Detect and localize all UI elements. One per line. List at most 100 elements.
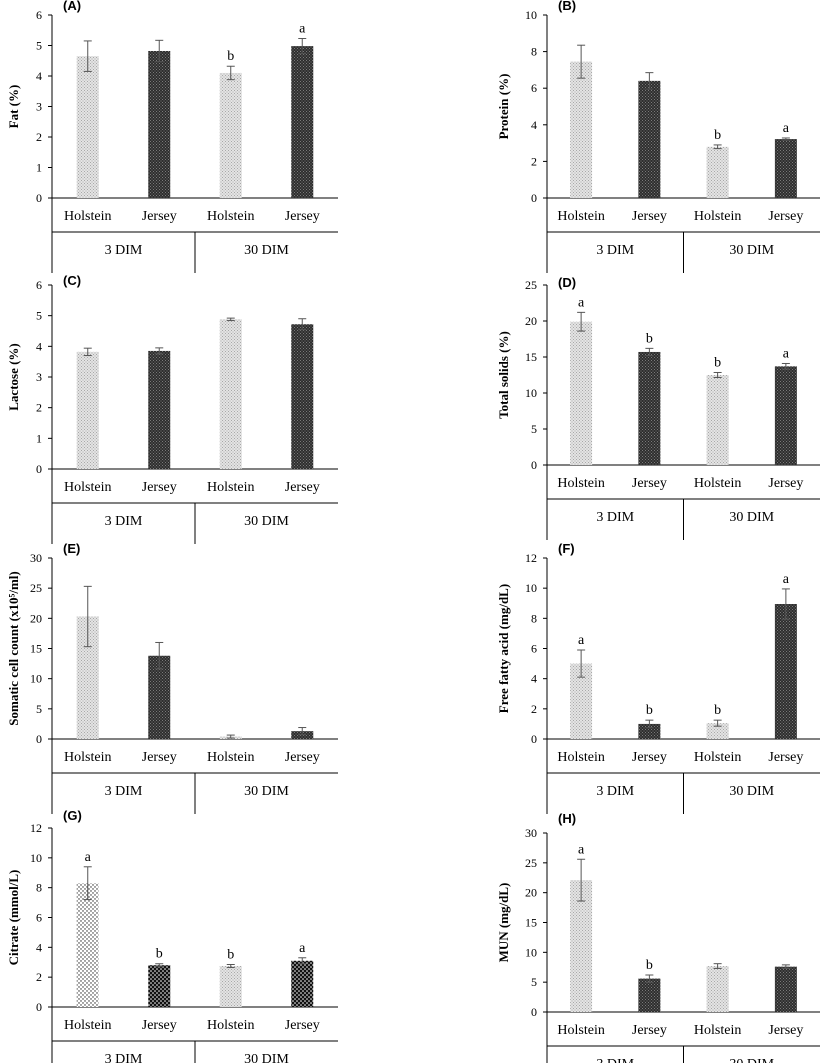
chart-panel: (F) Free fatty acid (mg/dL) 0 2 4 6 8 10 12 a Hols… (496, 541, 820, 814)
bar (291, 960, 314, 1007)
y-tick-label: 10 (525, 945, 537, 959)
y-tick-label: 8 (531, 45, 537, 59)
category-label: Jersey (142, 750, 177, 765)
category-label: Holstein (64, 750, 111, 765)
y-tick-label: 3 (36, 100, 42, 114)
category-label: Jersey (768, 1023, 803, 1038)
bar (774, 604, 797, 739)
bar (706, 723, 729, 739)
category-label: Holstein (557, 750, 604, 765)
significance-letter: b (227, 49, 234, 64)
group-label: 3 DIM (596, 243, 634, 258)
significance-letter: a (299, 21, 306, 36)
category-label: Holstein (694, 750, 741, 765)
category-label: Jersey (142, 480, 177, 495)
category-label: Holstein (64, 1018, 111, 1033)
category-label: Jersey (768, 209, 803, 224)
category-label: Holstein (207, 750, 254, 765)
y-tick-label: 25 (525, 856, 537, 870)
y-tick-label: 15 (525, 350, 537, 364)
bar (706, 966, 729, 1012)
bar (638, 723, 661, 739)
category-label: Holstein (557, 476, 604, 491)
significance-letter: a (578, 842, 585, 857)
category-label: Holstein (64, 209, 111, 224)
y-tick-label: 5 (531, 975, 537, 989)
category-label: Holstein (694, 1023, 741, 1038)
bar (638, 978, 661, 1012)
y-tick-label: 0 (531, 732, 537, 746)
panel-label: (G) (63, 808, 82, 823)
category-label: Jersey (142, 1018, 177, 1033)
y-tick-label: 0 (36, 191, 42, 205)
category-label: Jersey (768, 476, 803, 491)
y-tick-label: 20 (525, 886, 537, 900)
bar (76, 56, 99, 198)
group-label: 30 DIM (244, 1052, 289, 1063)
category-label: Holstein (207, 480, 254, 495)
y-tick-label: 0 (531, 458, 537, 472)
y-axis-label: Lactose (%) (6, 343, 21, 411)
bar (570, 61, 593, 198)
y-tick-label: 0 (36, 462, 42, 476)
group-label: 30 DIM (244, 243, 289, 258)
bar (148, 655, 171, 739)
y-tick-label: 1 (36, 161, 42, 175)
group-label: 30 DIM (729, 1057, 774, 1063)
chart-panel: (B) Protein (%) 0 2 4 6 8 10 Holstein Jersey b Hols… (496, 0, 820, 273)
y-tick-label: 2 (531, 702, 537, 716)
panel-label: (A) (63, 0, 81, 13)
significance-letter: b (646, 331, 653, 346)
significance-letter: a (783, 346, 790, 361)
y-tick-label: 12 (30, 821, 42, 835)
category-label: Jersey (285, 209, 320, 224)
group-label: 3 DIM (596, 784, 634, 799)
bar (570, 321, 593, 465)
group-label: 30 DIM (244, 514, 289, 529)
bar (570, 880, 593, 1012)
y-axis-label: Citrate (mmol/L) (6, 870, 21, 966)
group-label: 30 DIM (729, 784, 774, 799)
group-label: 3 DIM (105, 1052, 143, 1063)
significance-letter: a (578, 295, 585, 310)
bar (706, 146, 729, 198)
y-tick-label: 6 (36, 278, 42, 292)
bar (706, 375, 729, 465)
category-label: Jersey (142, 209, 177, 224)
significance-letter: b (714, 128, 721, 143)
panel-label: (H) (558, 811, 576, 826)
y-tick-label: 5 (36, 702, 42, 716)
y-tick-label: 4 (531, 118, 537, 132)
y-axis-label: Total solids (%) (496, 331, 511, 419)
y-tick-label: 12 (525, 551, 537, 565)
y-tick-label: 10 (525, 8, 537, 22)
y-tick-label: 10 (525, 386, 537, 400)
y-axis-label: Fat (%) (6, 85, 21, 129)
y-tick-label: 5 (531, 422, 537, 436)
y-tick-label: 0 (531, 1005, 537, 1019)
category-label: Jersey (285, 1018, 320, 1033)
y-tick-label: 6 (531, 81, 537, 95)
category-label: Holstein (557, 1023, 604, 1038)
y-tick-label: 30 (30, 551, 42, 565)
y-tick-label: 2 (36, 401, 42, 415)
y-tick-label: 5 (36, 39, 42, 53)
significance-letter: b (714, 355, 721, 370)
panel-label: (B) (558, 0, 576, 13)
y-tick-label: 6 (36, 911, 42, 925)
y-tick-label: 4 (36, 69, 42, 83)
bar (774, 366, 797, 465)
y-axis-label: Protein (%) (496, 74, 511, 140)
category-label: Holstein (64, 480, 111, 495)
significance-letter: a (578, 633, 585, 648)
chart-panel: (E) Somatic cell count (x10⁵/ml) 0 5 10 15 20 2… (6, 541, 338, 814)
y-tick-label: 15 (525, 916, 537, 930)
bar (219, 72, 242, 198)
y-tick-label: 8 (531, 611, 537, 625)
y-tick-label: 0 (531, 191, 537, 205)
panel-label: (D) (558, 275, 576, 290)
chart-panel: (H) MUN (mg/dL) 0 5 10 15 20 25 30 a Holstein b Jers… (496, 811, 820, 1063)
bar (76, 351, 99, 469)
category-label: Jersey (285, 480, 320, 495)
y-tick-label: 6 (36, 8, 42, 22)
